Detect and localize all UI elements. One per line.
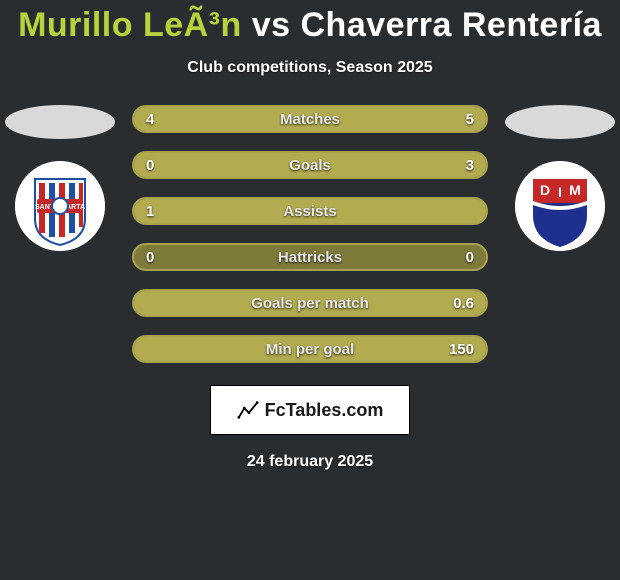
- stat-row: Assists1: [132, 197, 488, 225]
- stat-label: Assists: [134, 199, 486, 223]
- svg-text:M: M: [569, 182, 581, 198]
- page-title: Murillo LeÃ³n vs Chaverra Rentería: [0, 0, 620, 45]
- svg-text:I: I: [558, 184, 562, 200]
- title-vs: vs: [242, 6, 301, 44]
- stat-value-left: 1: [146, 199, 154, 223]
- title-player-left: Murillo LeÃ³n: [18, 6, 242, 44]
- footer-date: 24 february 2025: [247, 453, 373, 471]
- comparison-layout: SANTA MARTA Matches45Goals03Assists1Hatt…: [0, 105, 620, 363]
- club-crest-right: D I M: [515, 161, 605, 251]
- crest-right-svg: D I M: [515, 161, 605, 251]
- subtitle: Club competitions, Season 2025: [0, 59, 620, 77]
- footer: FcTables.com 24 february 2025: [0, 385, 620, 471]
- stat-label: Goals per match: [134, 291, 486, 315]
- stat-row: Matches4 5: [132, 105, 488, 133]
- stat-value-right: 150: [449, 337, 474, 361]
- title-player-right: Chaverra Rentería: [301, 6, 602, 44]
- club-crest-left: SANTA MARTA: [15, 161, 105, 251]
- stat-row: Hattricks0 0: [132, 243, 488, 271]
- stat-value-left: 4: [146, 107, 154, 131]
- avatar-placeholder-left: [5, 105, 115, 139]
- chart-icon: [237, 399, 259, 421]
- stat-row: Min per goal150: [132, 335, 488, 363]
- brand-text: FcTables.com: [265, 400, 384, 421]
- brand-badge: FcTables.com: [210, 385, 410, 435]
- stat-label: Min per goal: [134, 337, 486, 361]
- stat-value-left: 0: [146, 245, 154, 269]
- left-side: SANTA MARTA: [0, 105, 120, 251]
- stat-value-right: 5: [466, 107, 474, 131]
- stat-value-right: 3: [466, 153, 474, 177]
- svg-text:D: D: [540, 182, 550, 198]
- stat-label: Matches: [134, 107, 486, 131]
- crest-left-svg: SANTA MARTA: [15, 161, 105, 251]
- stat-bars: Matches45Goals03Assists1Hattricks00Goals…: [120, 105, 500, 363]
- stat-value-right: 0.6: [453, 291, 474, 315]
- stat-value-left: 0: [146, 153, 154, 177]
- stat-label: Hattricks: [134, 245, 486, 269]
- stat-row: Goals0 3: [132, 151, 488, 179]
- right-side: D I M: [500, 105, 620, 251]
- stat-row: Goals per match0.6: [132, 289, 488, 317]
- avatar-placeholder-right: [505, 105, 615, 139]
- stat-value-right: 0: [466, 245, 474, 269]
- stat-label: Goals: [134, 153, 486, 177]
